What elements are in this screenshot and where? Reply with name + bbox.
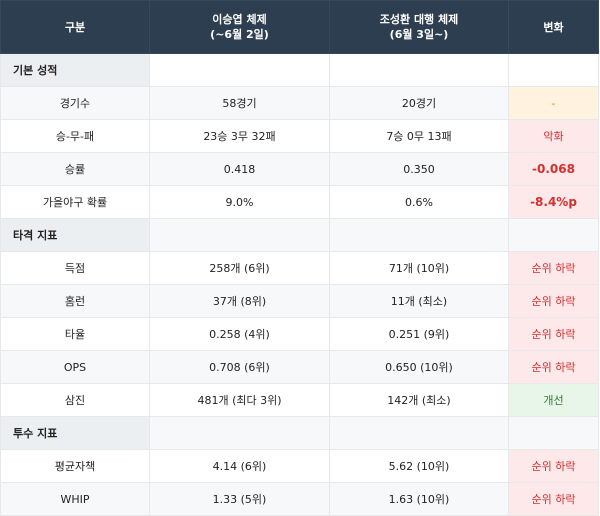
before-value: 0.708 (6위): [149, 350, 330, 384]
empty-cell: [508, 416, 599, 450]
table-row: 삼진 481개 (최다 3위) 142개 (최소) 개선: [0, 383, 599, 417]
change-badge: 순위 하락: [508, 350, 599, 384]
before-value: 58경기: [149, 86, 330, 120]
section-title: 투수 지표: [0, 416, 150, 450]
change-badge: 순위 하락: [508, 317, 599, 351]
row-label: OPS: [0, 350, 150, 384]
change-badge: 순위 하락: [508, 449, 599, 483]
after-value: 0.350: [329, 152, 509, 186]
header-before-title: 이승엽 체제: [212, 13, 267, 26]
after-value: 0.251 (9위): [329, 317, 509, 351]
after-value: 11개 (최소): [329, 284, 509, 318]
after-value: 5.62 (10위): [329, 449, 509, 483]
change-badge: -: [508, 86, 599, 120]
table-row: 경기수 58경기 20경기 -: [0, 86, 599, 120]
header-category: 구분: [0, 0, 150, 54]
empty-cell: [329, 53, 509, 87]
after-value: 142개 (최소): [329, 383, 509, 417]
row-label: 경기수: [0, 86, 150, 120]
before-value: 0.418: [149, 152, 330, 186]
before-value: 481개 (최다 3위): [149, 383, 330, 417]
change-badge: 순위 하락: [508, 482, 599, 516]
header-row: 구분 이승엽 체제 (~6월 2일) 조성환 대행 체제 (6월 3일~) 변화: [0, 0, 599, 54]
table-row: 승-무-패 23승 3무 32패 7승 0무 13패 악화: [0, 119, 599, 153]
empty-cell: [149, 218, 330, 252]
after-value: 7승 0무 13패: [329, 119, 509, 153]
row-label: 승률: [0, 152, 150, 186]
empty-cell: [508, 218, 599, 252]
after-value: 0.650 (10위): [329, 350, 509, 384]
after-value: 0.6%: [329, 185, 509, 219]
table-row: 평균자책 4.14 (6위) 5.62 (10위) 순위 하락: [0, 449, 599, 483]
header-after: 조성환 대행 체제 (6월 3일~): [329, 0, 509, 54]
after-value: 1.63 (10위): [329, 482, 509, 516]
before-value: 37개 (8위): [149, 284, 330, 318]
header-change: 변화: [508, 0, 599, 54]
row-label: 가을야구 확률: [0, 185, 150, 219]
change-badge: -8.4%p: [508, 185, 599, 219]
change-badge: 개선: [508, 383, 599, 417]
section-row-batting: 타격 지표: [0, 218, 599, 252]
row-label: 삼진: [0, 383, 150, 417]
row-label: 득점: [0, 251, 150, 285]
change-badge: 악화: [508, 119, 599, 153]
table-row: 타율 0.258 (4위) 0.251 (9위) 순위 하락: [0, 317, 599, 351]
after-value: 71개 (10위): [329, 251, 509, 285]
table-row: 득점 258개 (6위) 71개 (10위) 순위 하락: [0, 251, 599, 285]
table-row: 승률 0.418 0.350 -0.068: [0, 152, 599, 186]
header-before: 이승엽 체제 (~6월 2일): [149, 0, 330, 54]
before-value: 1.33 (5위): [149, 482, 330, 516]
section-row-basic: 기본 성적: [0, 53, 599, 87]
table-row: WHIP 1.33 (5위) 1.63 (10위) 순위 하락: [0, 482, 599, 516]
empty-cell: [508, 53, 599, 87]
change-badge: -0.068: [508, 152, 599, 186]
empty-cell: [149, 53, 330, 87]
change-badge: 순위 하락: [508, 284, 599, 318]
table-row: 홈런 37개 (8위) 11개 (최소) 순위 하락: [0, 284, 599, 318]
row-label: WHIP: [0, 482, 150, 516]
after-value: 20경기: [329, 86, 509, 120]
section-title: 타격 지표: [0, 218, 150, 252]
header-after-period: (6월 3일~): [389, 28, 449, 41]
section-row-pitching: 투수 지표: [0, 416, 599, 450]
row-label: 평균자책: [0, 449, 150, 483]
row-label: 타율: [0, 317, 150, 351]
before-value: 4.14 (6위): [149, 449, 330, 483]
table-row: 가을야구 확률 9.0% 0.6% -8.4%p: [0, 185, 599, 219]
before-value: 9.0%: [149, 185, 330, 219]
empty-cell: [329, 416, 509, 450]
change-badge: 순위 하락: [508, 251, 599, 285]
empty-cell: [149, 416, 330, 450]
row-label: 홈런: [0, 284, 150, 318]
before-value: 258개 (6위): [149, 251, 330, 285]
empty-cell: [329, 218, 509, 252]
header-after-title: 조성환 대행 체제: [379, 13, 459, 26]
before-value: 23승 3무 32패: [149, 119, 330, 153]
section-title: 기본 성적: [0, 53, 150, 87]
header-before-period: (~6월 2일): [210, 28, 269, 41]
before-value: 0.258 (4위): [149, 317, 330, 351]
table-row: OPS 0.708 (6위) 0.650 (10위) 순위 하락: [0, 350, 599, 384]
row-label: 승-무-패: [0, 119, 150, 153]
